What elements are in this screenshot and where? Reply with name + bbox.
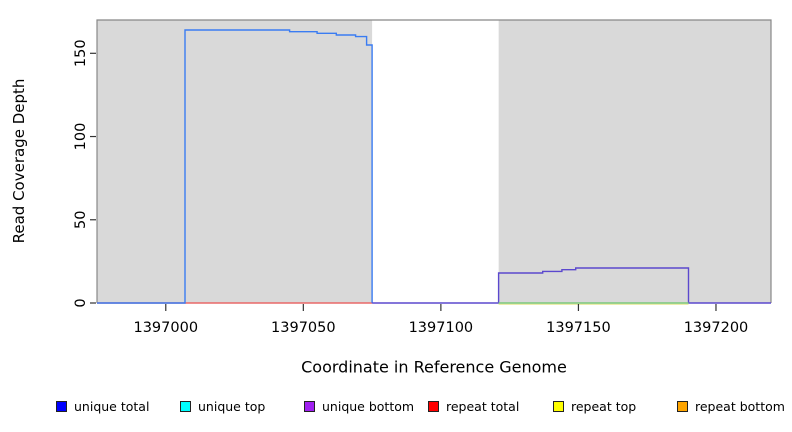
unique-top-swatch-icon bbox=[180, 401, 191, 412]
y-tick-label: 0 bbox=[73, 298, 89, 307]
y-tick-label: 150 bbox=[73, 39, 89, 67]
x-tick-label: 1397200 bbox=[684, 320, 749, 336]
legend-label: repeat bottom bbox=[695, 399, 785, 414]
x-tick-label: 1397150 bbox=[546, 320, 611, 336]
legend-label: repeat top bbox=[571, 399, 637, 414]
y-tick-label: 100 bbox=[73, 123, 89, 151]
repeat-total-swatch-icon bbox=[428, 401, 439, 412]
legend-item-repeat-top: repeat top bbox=[553, 398, 636, 414]
legend-item-unique-total: unique total bbox=[56, 398, 149, 414]
legend-item-repeat-total: repeat total bbox=[428, 398, 519, 414]
x-tick-label: 1397050 bbox=[271, 320, 336, 336]
shaded-region bbox=[97, 20, 373, 303]
repeat-bottom-swatch-icon bbox=[677, 401, 688, 412]
series-unique-total bbox=[97, 29, 373, 304]
legend-label: unique top bbox=[198, 399, 266, 414]
plot-border bbox=[96, 19, 772, 303]
x-tick-label: 1397000 bbox=[133, 320, 198, 336]
legend-item-repeat-bottom: repeat bottom bbox=[677, 398, 785, 414]
y-axis-label: Read Coverage Depth bbox=[10, 78, 28, 244]
legend-label: unique bottom bbox=[322, 399, 415, 414]
legend-label: repeat total bbox=[446, 399, 520, 414]
shaded-region bbox=[498, 20, 771, 303]
legend-label: unique total bbox=[74, 399, 150, 414]
y-tick-label: 50 bbox=[73, 211, 89, 229]
legend-item-unique-bottom: unique bottom bbox=[304, 398, 414, 414]
x-axis-label: Coordinate in Reference Genome bbox=[301, 357, 567, 377]
series-unique-bottom-and-unique-total-overlap bbox=[372, 267, 771, 304]
legend-item-unique-top: unique top bbox=[180, 398, 265, 414]
unique-total-swatch-icon bbox=[56, 401, 67, 412]
x-tick-label: 1397100 bbox=[409, 320, 474, 336]
unique-bottom-swatch-icon bbox=[304, 401, 315, 412]
repeat-top-swatch-icon bbox=[553, 401, 564, 412]
